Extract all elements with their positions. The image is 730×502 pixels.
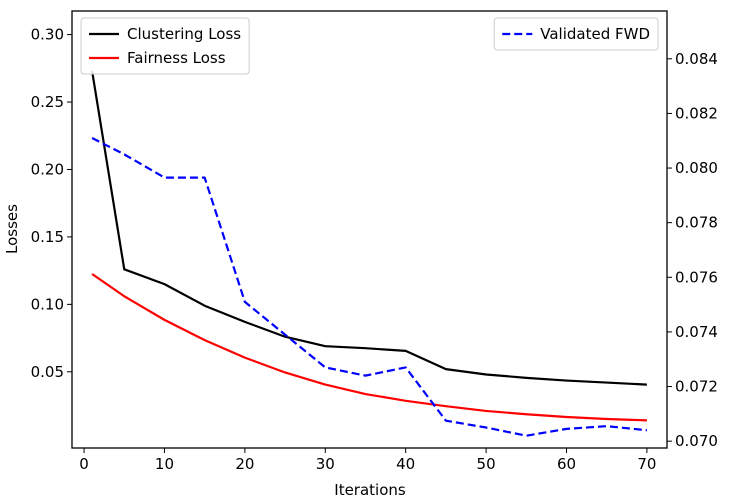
axes-layer xyxy=(71,10,668,449)
legend-box xyxy=(80,17,250,75)
y-tick-label: 0.25 xyxy=(31,93,64,111)
y-tick-label: 0.30 xyxy=(31,26,64,44)
y2-tick-label: 0.070 xyxy=(675,432,718,450)
legend-left: Clustering Loss Fairness Loss xyxy=(80,17,250,75)
y-tick-label: 0.15 xyxy=(31,228,64,246)
x-tick-label: 20 xyxy=(235,455,254,473)
y2-tick-label: 0.084 xyxy=(675,50,718,68)
legend-box xyxy=(493,17,659,51)
x-tick-label: 10 xyxy=(155,455,174,473)
y2-tick-label: 0.072 xyxy=(675,378,718,396)
y-axis-title: Losses xyxy=(3,204,21,254)
y2-tick-label: 0.076 xyxy=(675,268,718,286)
x-tick-label: 50 xyxy=(477,455,496,473)
y2-tick-label: 0.082 xyxy=(675,104,718,122)
y2-axis-ticks: 0.070 0.072 0.074 0.076 0.078 0.080 0.082 0.084 xyxy=(667,50,718,450)
y2-tick-label: 0.074 xyxy=(675,323,718,341)
legend-label: Validated FWD xyxy=(540,25,650,43)
y2-tick-label: 0.080 xyxy=(675,159,718,177)
y-tick-label: 0.05 xyxy=(31,363,64,381)
x-tick-label: 40 xyxy=(396,455,415,473)
legend-right: Validated FWD xyxy=(493,17,659,51)
x-tick-label: 60 xyxy=(557,455,576,473)
series-layer xyxy=(91,70,648,437)
series-line-fairness-loss xyxy=(91,273,647,422)
series-line-validated-fwd xyxy=(91,137,648,437)
legend-label: Clustering Loss xyxy=(127,25,241,43)
y2-tick-label: 0.078 xyxy=(675,214,718,232)
x-axis-ticks: 0 10 20 30 40 50 60 70 xyxy=(79,448,656,473)
legend-label: Fairness Loss xyxy=(127,49,226,67)
x-tick-label: 30 xyxy=(316,455,335,473)
x-axis-title: Iterations xyxy=(334,481,406,499)
series-line-clustering-loss xyxy=(91,70,647,386)
y-tick-label: 0.20 xyxy=(31,160,64,178)
y-axis-ticks: 0.05 0.10 0.15 0.20 0.25 0.30 xyxy=(31,26,72,381)
y-tick-label: 0.10 xyxy=(31,295,64,313)
x-tick-label: 70 xyxy=(637,455,656,473)
x-tick-label: 0 xyxy=(79,455,89,473)
plot-frame xyxy=(71,10,668,449)
